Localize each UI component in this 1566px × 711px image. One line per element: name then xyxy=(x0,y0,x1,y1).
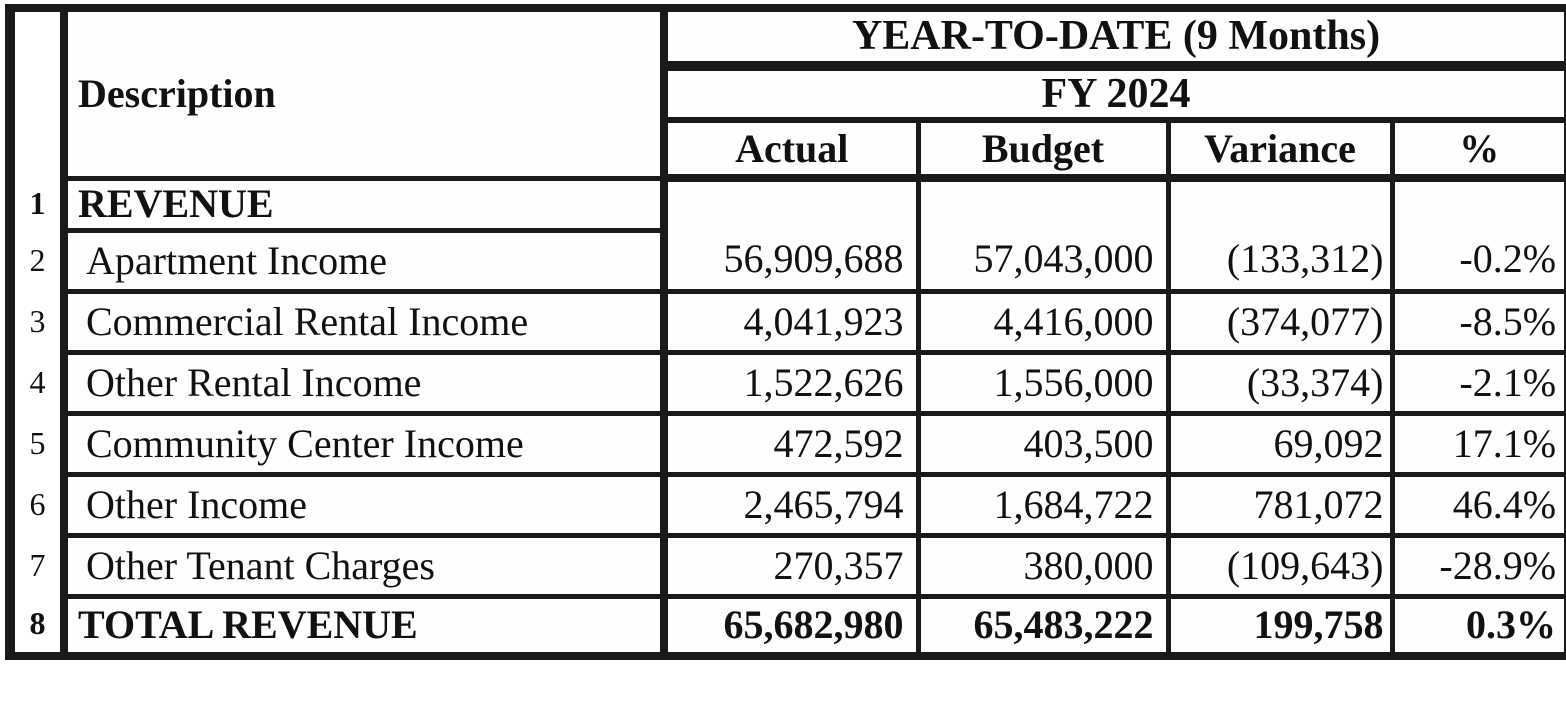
variance-cell: 781,072 xyxy=(1165,471,1395,538)
table-row: 2 Apartment Income 56,909,688 57,043,000… xyxy=(5,227,1566,294)
row-number: 4 xyxy=(5,352,64,413)
description-cell: Commercial Rental Income xyxy=(60,288,668,355)
table-row-total: 8 TOTAL REVENUE 65,682,980 65,483,222 19… xyxy=(5,593,1566,660)
percent-cell: 0.3% xyxy=(1389,593,1566,660)
description-cell: Other Income xyxy=(60,471,668,538)
budget-cell xyxy=(915,175,1171,230)
percent-cell: 17.1% xyxy=(1389,410,1566,477)
percent-cell: -0.2% xyxy=(1389,230,1566,294)
actual-cell: 270,357 xyxy=(661,532,921,599)
budget-cell: 403,500 xyxy=(915,410,1171,477)
variance-cell: (374,077) xyxy=(1165,288,1395,355)
actual-cell: 1,522,626 xyxy=(661,349,921,416)
budget-cell: 380,000 xyxy=(915,532,1171,599)
table-row: 7 Other Tenant Charges 270,357 380,000 (… xyxy=(5,532,1566,599)
budget-cell: 4,416,000 xyxy=(915,288,1171,355)
description-cell: TOTAL REVENUE xyxy=(60,593,668,660)
row-number: 1 xyxy=(5,178,64,230)
percent-cell: -8.5% xyxy=(1389,288,1566,355)
variance-cell: 69,092 xyxy=(1165,410,1395,477)
row-number: 7 xyxy=(5,535,64,596)
variance-cell: 199,758 xyxy=(1165,593,1395,660)
variance-cell: (33,374) xyxy=(1165,349,1395,416)
table-row: 6 Other Income 2,465,794 1,684,722 781,0… xyxy=(5,471,1566,538)
budget-cell: 65,483,222 xyxy=(915,593,1171,660)
variance-cell xyxy=(1165,175,1395,230)
actual-cell: 2,465,794 xyxy=(661,471,921,538)
percent-cell: -28.9% xyxy=(1389,532,1566,599)
column-header-actual: Actual xyxy=(661,117,921,182)
variance-cell: (109,643) xyxy=(1165,532,1395,599)
description-cell: Apartment Income xyxy=(60,227,668,294)
row-number: 3 xyxy=(5,291,64,352)
header-row-ytd: Description YEAR-TO-DATE (9 Months) xyxy=(5,4,1566,181)
table-row: 3 Commercial Rental Income 4,041,923 4,4… xyxy=(5,288,1566,355)
table-row: 4 Other Rental Income 1,522,626 1,556,00… xyxy=(5,349,1566,416)
description-cell: Other Rental Income xyxy=(60,349,668,416)
column-header-budget: Budget xyxy=(915,117,1171,182)
row-number: 5 xyxy=(5,413,64,474)
description-column-header: Description xyxy=(60,4,668,181)
row-number: 8 xyxy=(5,596,64,660)
percent-cell: 46.4% xyxy=(1389,471,1566,538)
gutter-header xyxy=(5,4,64,178)
actual-cell: 56,909,688 xyxy=(661,230,921,294)
actual-cell: 4,041,923 xyxy=(661,288,921,355)
row-number: 6 xyxy=(5,474,64,535)
year-to-date-header: YEAR-TO-DATE (9 Months) xyxy=(661,4,1566,71)
description-cell: Community Center Income xyxy=(60,410,668,477)
header-row-fy: FY 2024 xyxy=(10,63,1566,123)
actual-cell xyxy=(661,175,921,230)
budget-cell: 57,043,000 xyxy=(915,230,1171,294)
variance-cell: (133,312) xyxy=(1165,230,1395,294)
percent-cell: -2.1% xyxy=(1389,349,1566,416)
actual-cell: 472,592 xyxy=(661,410,921,477)
fiscal-year-header: FY 2024 xyxy=(661,63,1566,123)
description-cell: REVENUE xyxy=(60,175,668,233)
table-row: 5 Community Center Income 472,592 403,50… xyxy=(5,410,1566,477)
budget-table: Description YEAR-TO-DATE (9 Months) FY 2… xyxy=(5,4,1566,660)
row-number: 2 xyxy=(5,230,64,291)
column-header-percent: % xyxy=(1389,117,1566,182)
percent-cell xyxy=(1389,175,1566,230)
budget-cell: 1,684,722 xyxy=(915,471,1171,538)
column-header-variance: Variance xyxy=(1165,117,1395,182)
header-row-columns: Actual Budget Variance % xyxy=(10,117,1566,182)
description-cell: Other Tenant Charges xyxy=(60,532,668,599)
actual-cell: 65,682,980 xyxy=(661,593,921,660)
table-row-revenue: 1 REVENUE xyxy=(5,175,1566,233)
budget-cell: 1,556,000 xyxy=(915,349,1171,416)
